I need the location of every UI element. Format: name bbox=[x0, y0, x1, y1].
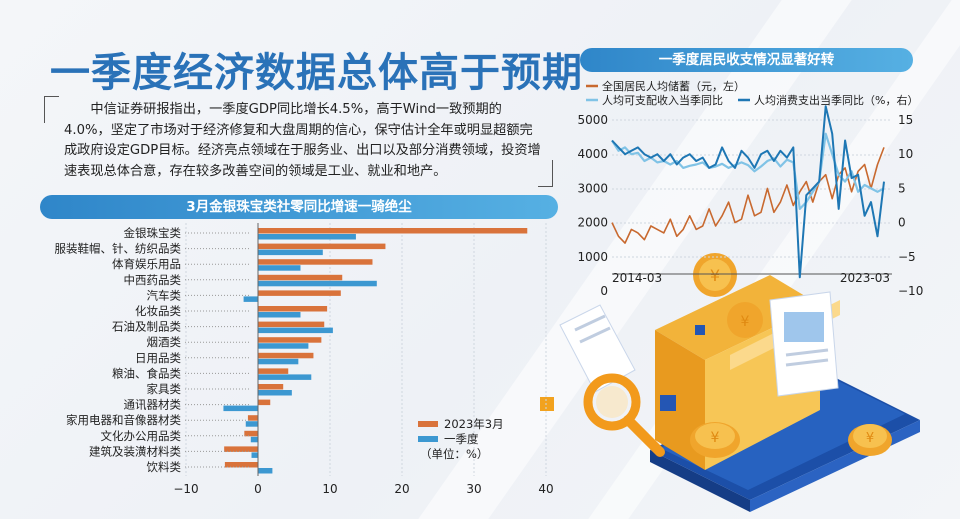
bar-x-tick-label: 30 bbox=[466, 482, 481, 496]
bar-2023-03 bbox=[258, 368, 289, 374]
line-left-tick-label: 0 bbox=[600, 284, 608, 298]
bar-2023-03 bbox=[258, 306, 328, 312]
bar-q1 bbox=[258, 327, 333, 334]
legend-swatch-q1 bbox=[418, 436, 438, 442]
bar-q1 bbox=[245, 421, 258, 427]
bar-q1 bbox=[258, 280, 377, 287]
bar-q1 bbox=[223, 405, 258, 412]
bracket-bottom-right bbox=[538, 160, 553, 187]
line-chart-grid bbox=[612, 119, 892, 258]
bar-q1 bbox=[258, 374, 312, 380]
line-x-tick-end: 2023-03 bbox=[840, 271, 890, 285]
line-right-tick-label: −10 bbox=[898, 284, 923, 298]
bar-2023-03 bbox=[258, 337, 322, 343]
bar-q1 bbox=[258, 312, 301, 318]
line-left-tick-label: 5000 bbox=[577, 113, 608, 127]
bar-2023-03 bbox=[224, 446, 258, 452]
bar-q1 bbox=[258, 234, 356, 240]
line-chart-title-banner: 一季度居民收支情况显著好转 bbox=[580, 48, 913, 72]
bar-2023-03 bbox=[258, 243, 386, 250]
line-x-tick-start: 2014-03 bbox=[612, 271, 662, 285]
line-right-tick-label: −5 bbox=[898, 250, 916, 264]
bar-category-label: 石油及制品类 bbox=[112, 320, 181, 334]
line-left-tick-label: 3000 bbox=[577, 181, 608, 195]
line-right-tick-label: 10 bbox=[898, 147, 913, 161]
legend-unit-note: （单位：%） bbox=[420, 447, 488, 461]
bar-category-label: 家具类 bbox=[147, 382, 182, 396]
bar-2023-03 bbox=[258, 228, 528, 234]
bar-2023-03 bbox=[258, 352, 314, 359]
line-series-consumption bbox=[611, 105, 885, 279]
bar-category-label: 粮油、食品类 bbox=[112, 366, 181, 380]
bar-2023-03 bbox=[247, 415, 258, 421]
bar-category-label: 家用电器和音像器材类 bbox=[66, 413, 181, 427]
bar-x-tick-label: 20 bbox=[394, 482, 409, 496]
line-left-tick-label: 2000 bbox=[577, 216, 608, 230]
bar-2023-03 bbox=[224, 462, 258, 468]
line-series-income bbox=[611, 132, 885, 210]
bar-q1 bbox=[258, 468, 273, 474]
bar-x-tick-label: 10 bbox=[322, 482, 337, 496]
legend-label-q1: 一季度 bbox=[444, 432, 479, 446]
bar-2023-03 bbox=[258, 259, 373, 265]
bar-category-label: 体育娱乐用品 bbox=[112, 257, 181, 271]
bar-q1 bbox=[258, 358, 299, 365]
bar-q1 bbox=[258, 249, 323, 256]
bar-q1 bbox=[258, 390, 292, 396]
bar-category-label: 金银珠宝类 bbox=[124, 226, 182, 240]
bar-2023-03 bbox=[258, 290, 341, 296]
bar-category-label: 建筑及装潢材料类 bbox=[89, 444, 181, 458]
bar-category-label: 中西药品类 bbox=[124, 273, 182, 287]
bar-2023-03 bbox=[258, 274, 343, 281]
legend-swatch-2023-03 bbox=[418, 421, 438, 427]
bar-q1 bbox=[258, 265, 301, 271]
bar-category-label: 通讯器材类 bbox=[124, 398, 182, 412]
bar-category-label: 文化办公用品类 bbox=[101, 429, 182, 443]
bar-q1 bbox=[258, 343, 309, 349]
bar-category-label: 服装鞋帽、针、纺织品类 bbox=[55, 242, 182, 256]
bar-q1 bbox=[251, 452, 258, 458]
line-right-tick-label: 0 bbox=[898, 216, 906, 230]
bar-chart-title-banner: 3月金银珠宝类社零同比增速一骑绝尘 bbox=[40, 195, 558, 219]
bar-x-tick-label: −10 bbox=[173, 482, 198, 496]
bar-x-tick-label: 40 bbox=[538, 482, 553, 496]
bar-category-label: 汽车类 bbox=[147, 288, 182, 302]
bar-2023-03 bbox=[258, 321, 325, 328]
bar-category-label: 化妆品类 bbox=[135, 304, 181, 318]
bar-q1 bbox=[243, 296, 258, 302]
legend-label-2023-03: 2023年3月 bbox=[444, 417, 504, 431]
legend-label-consumption: 人均消费支出当季同比（%，右） bbox=[754, 93, 918, 107]
bar-2023-03 bbox=[258, 399, 271, 406]
line-left-tick-label: 4000 bbox=[577, 147, 608, 161]
bar-category-label: 饮料类 bbox=[147, 460, 182, 474]
bar-chart-legend: 2023年3月 一季度 （单位：%） bbox=[418, 417, 504, 461]
bar-category-label: 日用品类 bbox=[135, 351, 181, 365]
bar-q1 bbox=[250, 436, 258, 443]
line-right-tick-label: 15 bbox=[898, 113, 913, 127]
main-title: 一季度经济数据总体高于预期 bbox=[50, 50, 583, 96]
line-chart-legend: 全国居民人均储蓄（元，左） 人均可支配收入当季同比 人均消费支出当季同比（%，右… bbox=[586, 79, 918, 107]
bar-2023-03 bbox=[244, 430, 258, 437]
legend-label-savings: 全国居民人均储蓄（元，左） bbox=[602, 79, 745, 93]
line-right-tick-label: 5 bbox=[898, 181, 906, 195]
intro-paragraph: 中信证券研报指出，一季度GDP同比增长4.5%，高于Wind一致预期的4.0%，… bbox=[64, 102, 541, 179]
legend-label-income: 人均可支配收入当季同比 bbox=[602, 93, 723, 107]
bracket-top-left bbox=[44, 96, 59, 123]
bar-x-tick-label: 0 bbox=[254, 482, 262, 496]
line-left-tick-label: 1000 bbox=[577, 250, 608, 264]
bar-2023-03 bbox=[258, 384, 284, 390]
bar-category-label: 烟酒类 bbox=[147, 335, 182, 349]
